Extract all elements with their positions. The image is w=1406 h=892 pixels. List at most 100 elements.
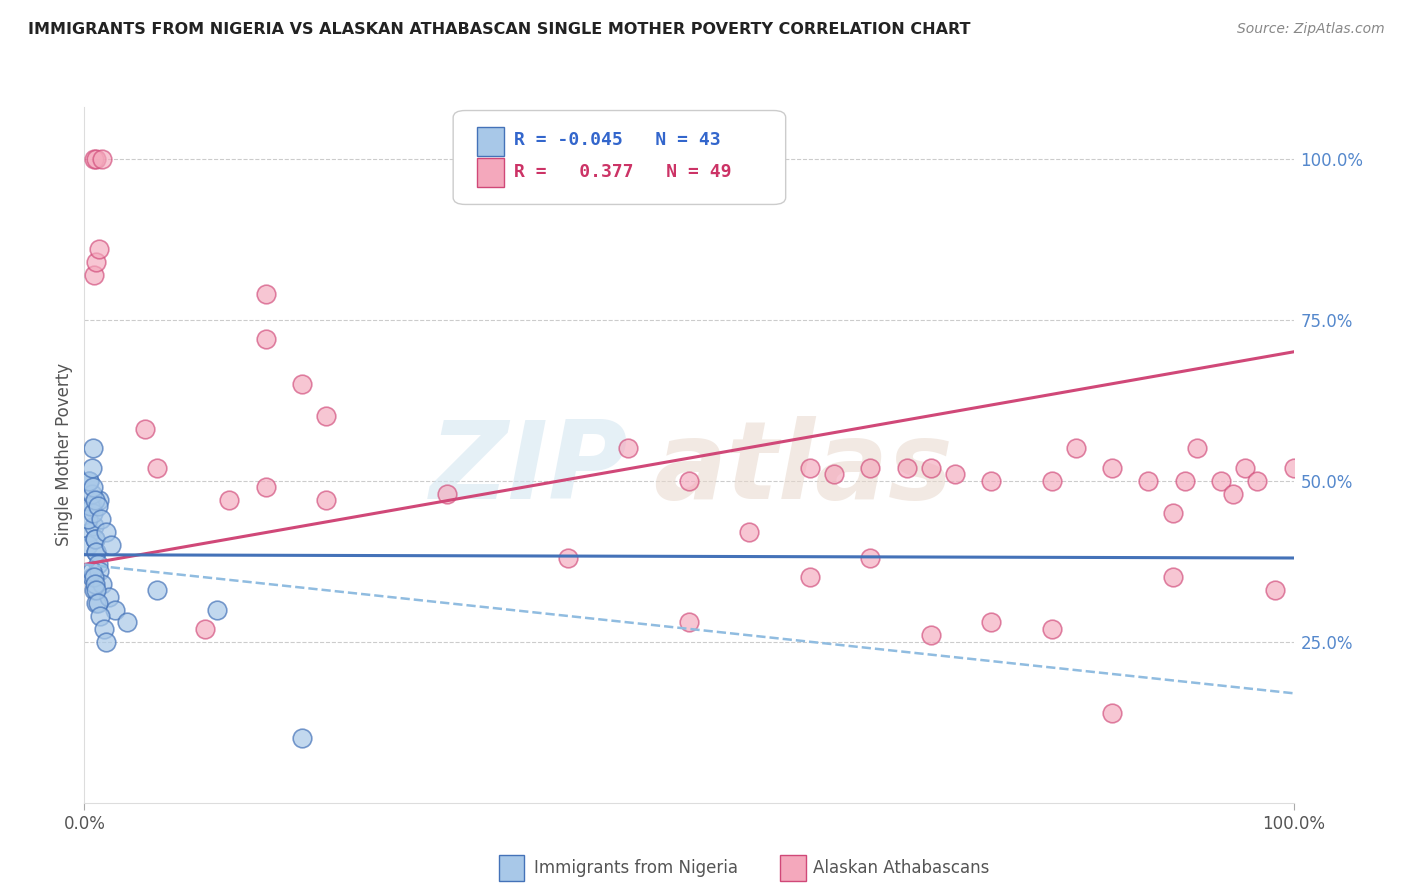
Point [89,609,111,624]
Point [86,544,108,558]
Point [1174,474,1197,488]
Point [207,602,229,616]
Point [91,576,114,591]
Point [980,615,1002,630]
Point [80,570,103,584]
Point [218,493,240,508]
Point [77,538,100,552]
Point [943,467,966,482]
Point [1040,622,1063,636]
Text: IMMIGRANTS FROM NIGERIA VS ALASKAN ATHABASCAN SINGLE MOTHER POVERTY CORRELATION : IMMIGRANTS FROM NIGERIA VS ALASKAN ATHAB… [28,22,970,37]
Point [1101,460,1123,475]
Point [920,460,942,475]
Text: R =   0.377   N = 49: R = 0.377 N = 49 [513,162,731,181]
Point [84,532,107,546]
Point [87,242,110,256]
Point [79,500,101,514]
Point [1264,583,1286,598]
Point [291,377,314,392]
Point [86,596,108,610]
Point [254,332,277,346]
Point [83,268,105,282]
Point [1282,460,1305,475]
Point [86,254,108,268]
Point [82,506,104,520]
Point [115,615,138,630]
Point [77,474,100,488]
Point [97,590,120,604]
Point [194,622,217,636]
Point [557,551,579,566]
Point [84,493,107,508]
Point [86,500,108,514]
Point [94,634,117,648]
Text: atlas: atlas [652,416,952,522]
Point [86,558,108,572]
Point [87,493,110,508]
Point [77,512,100,526]
Point [436,486,458,500]
Point [291,731,314,746]
Point [83,518,105,533]
Point [90,512,112,526]
Point [823,467,845,482]
Point [86,152,108,166]
Point [86,544,108,558]
Point [859,551,882,566]
Point [315,493,337,508]
Point [86,583,108,598]
Point [104,602,127,616]
Point [1222,486,1244,500]
Point [799,570,821,584]
Point [83,570,105,584]
Point [1234,460,1257,475]
Point [134,422,156,436]
Text: ZIP: ZIP [430,416,628,522]
Point [1064,442,1087,456]
Point [80,460,103,475]
Point [1040,474,1063,488]
Point [1137,474,1160,488]
Point [1101,706,1123,720]
Point [91,152,114,166]
Point [93,622,115,636]
Point [1185,442,1208,456]
FancyBboxPatch shape [478,127,503,156]
Point [254,286,277,301]
Point [80,564,103,578]
Point [77,474,100,488]
Text: Immigrants from Nigeria: Immigrants from Nigeria [534,859,738,877]
Point [254,480,277,494]
Point [146,583,169,598]
Point [617,442,640,456]
Point [86,596,108,610]
Point [82,442,104,456]
Point [1161,506,1184,520]
Point [980,474,1002,488]
Point [1209,474,1232,488]
Point [100,538,122,552]
Point [83,152,105,166]
Point [80,500,103,514]
Point [84,532,107,546]
Point [146,460,169,475]
FancyBboxPatch shape [453,111,786,204]
Point [1161,570,1184,584]
Y-axis label: Single Mother Poverty: Single Mother Poverty [55,363,73,547]
Point [920,628,942,642]
Point [80,486,103,500]
Text: Source: ZipAtlas.com: Source: ZipAtlas.com [1237,22,1385,37]
Point [84,576,107,591]
FancyBboxPatch shape [478,158,503,187]
Point [79,525,101,540]
Point [896,460,918,475]
Point [83,583,105,598]
Point [799,460,821,475]
Point [678,474,700,488]
Point [1246,474,1268,488]
Point [738,525,761,540]
Point [94,525,117,540]
Point [82,480,104,494]
Point [315,409,337,424]
Text: R = -0.045   N = 43: R = -0.045 N = 43 [513,131,720,150]
